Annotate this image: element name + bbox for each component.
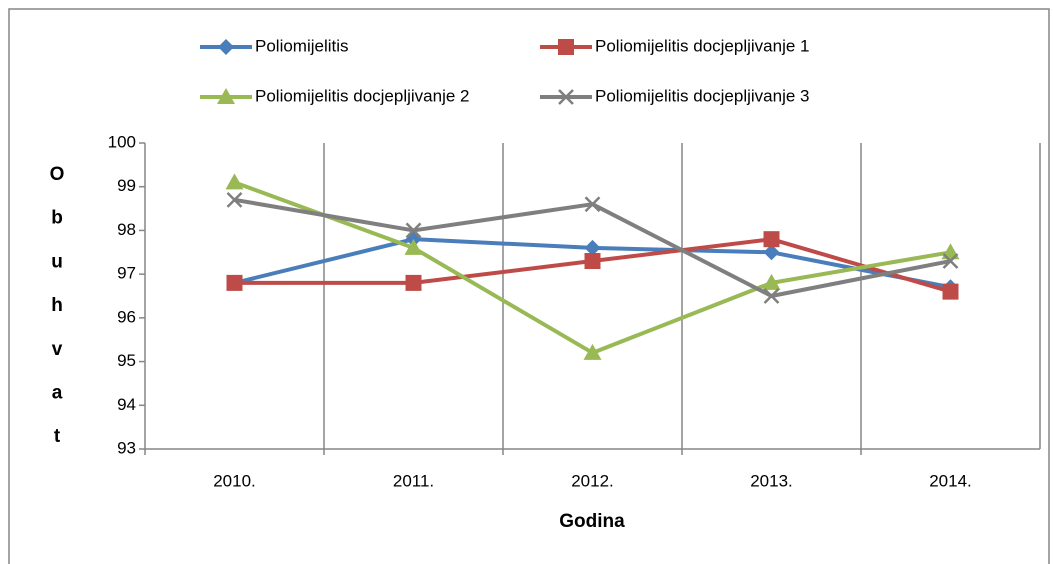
point xyxy=(584,253,601,270)
point xyxy=(762,273,781,290)
point xyxy=(942,283,959,300)
y-tick-label: 96 xyxy=(117,307,136,326)
point xyxy=(225,173,244,190)
x-tick-label: 2011. xyxy=(393,471,434,490)
point xyxy=(763,231,780,248)
x-tick-label: 2013. xyxy=(750,471,793,490)
point xyxy=(941,243,960,260)
chart-border xyxy=(8,8,1050,564)
point xyxy=(226,274,243,291)
y-tick-label: 93 xyxy=(117,438,136,457)
y-tick-label: 97 xyxy=(117,264,136,283)
legend-label: Poliomijelitis docjepljivanje 2 xyxy=(255,86,470,105)
y-tick-label: 100 xyxy=(108,132,136,151)
point xyxy=(584,196,601,213)
point xyxy=(763,288,780,304)
legend-label: Poliomijelitis xyxy=(255,36,349,55)
point xyxy=(942,253,959,269)
point xyxy=(405,222,422,239)
point xyxy=(584,239,601,256)
point xyxy=(583,343,602,360)
legend-marker xyxy=(217,88,235,104)
point xyxy=(226,191,243,208)
legend-marker xyxy=(558,39,574,55)
x-axis-label: Godina xyxy=(559,511,625,532)
y-tick-label: 98 xyxy=(117,220,136,239)
y-tick-label: 94 xyxy=(117,395,136,414)
point xyxy=(404,238,423,255)
y-tick-label: 99 xyxy=(117,176,136,195)
y-tick-label: 95 xyxy=(117,351,136,370)
legend-marker xyxy=(218,39,234,55)
legend-label: Poliomijelitis docjepljivanje 1 xyxy=(595,36,810,55)
x-tick-label: 2014. xyxy=(929,471,972,490)
x-tick-label: 2012. xyxy=(571,471,614,490)
legend-marker xyxy=(558,89,574,105)
legend-label: Poliomijelitis docjepljivanje 3 xyxy=(595,86,810,105)
point xyxy=(763,244,780,261)
point xyxy=(405,274,422,291)
x-tick-label: 2010. xyxy=(213,471,256,490)
